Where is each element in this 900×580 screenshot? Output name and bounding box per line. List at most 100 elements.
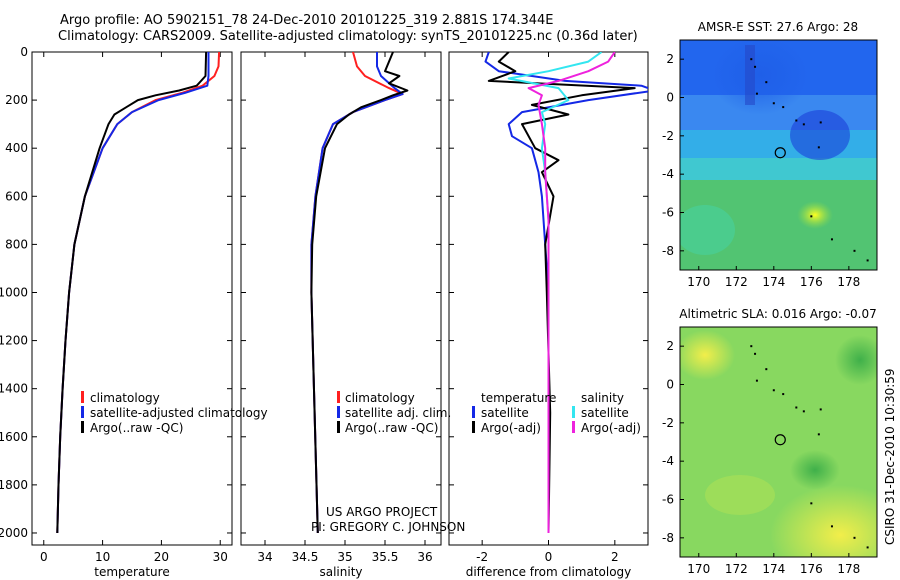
island-dot — [754, 352, 757, 355]
legend-sal-climatology: climatology — [345, 391, 415, 405]
island-dot — [853, 249, 856, 252]
legend-swatch-diff-temp-argo — [472, 421, 475, 433]
x-tick-label: 34.5 — [292, 550, 319, 564]
legend-swatch-diff-sal-sat — [572, 406, 575, 418]
map-x-tick-label: 170 — [687, 562, 710, 576]
island-dot — [817, 433, 820, 436]
map-y-tick-label: 0 — [666, 378, 674, 392]
x-tick-label: 20 — [154, 550, 169, 564]
y-tick-label: 800 — [5, 237, 28, 251]
plot-frame-temperature-profile — [31, 51, 233, 546]
island-dot — [830, 238, 833, 241]
series-line-temperature-argo-adj- — [487, 52, 636, 534]
sst-map-title: AMSR-E SST: 27.6 Argo: 28 — [698, 20, 858, 34]
island-dot — [750, 58, 753, 61]
island-dot — [819, 121, 822, 124]
map-frame-sla-map — [679, 326, 878, 558]
map-frame-sst-map — [679, 39, 878, 271]
legend-swatch-diff-sal-argo — [572, 421, 575, 433]
figure-title-line2: Climatology: CARS2009. Satellite-adjuste… — [58, 29, 638, 44]
x-axis-label: salinity — [319, 565, 362, 579]
y-tick-label: 0 — [20, 45, 28, 59]
map-y-tick-label: -4 — [662, 167, 674, 181]
legend-swatch-sal-satellite — [337, 406, 340, 418]
y-tick-label: 400 — [5, 141, 28, 155]
legend-swatch-climatology — [81, 391, 84, 403]
y-tick-label: 1800 — [0, 478, 28, 492]
sst-map-image — [680, 40, 877, 270]
legend-swatch-sal-climatology — [337, 391, 340, 403]
x-tick-label: 0 — [545, 550, 553, 564]
island-dot — [754, 65, 757, 68]
legend-diff-temp-satellite: satellite — [481, 406, 529, 420]
profile-location-marker — [774, 434, 786, 446]
map-x-tick-label: 174 — [762, 562, 785, 576]
x-tick-label: 35.5 — [372, 550, 399, 564]
map-y-tick-label: -8 — [662, 244, 674, 258]
y-tick-label: 600 — [5, 189, 28, 203]
island-dot — [795, 406, 798, 409]
island-dot — [810, 502, 813, 505]
island-dot — [802, 410, 805, 413]
island-dot — [810, 215, 813, 218]
island-dot — [750, 345, 753, 348]
series-line-climatology — [310, 52, 404, 534]
island-dot — [817, 146, 820, 149]
series-line-satellite-adj-clim- — [310, 52, 404, 534]
map-x-tick-label: 176 — [800, 562, 823, 576]
x-tick-label: 36 — [417, 550, 432, 564]
series-line-satellite-adjusted-climatology — [56, 52, 210, 534]
map-y-tick-label: -4 — [662, 454, 674, 468]
map-x-tick-label: 172 — [725, 275, 748, 289]
series-line-argo-raw-qc- — [56, 52, 208, 534]
legend-satellite-adjusted: satellite-adjusted climatology — [90, 406, 268, 420]
x-tick-label: -2 — [476, 550, 488, 564]
x-axis-label: temperature — [94, 565, 169, 579]
island-dot — [755, 92, 758, 95]
island-dot — [819, 408, 822, 411]
legend-swatch-diff-temp-sat — [472, 406, 475, 418]
island-dot — [772, 102, 775, 105]
series-line-argo-raw-qc- — [310, 52, 409, 534]
legend-argo: Argo(..raw -QC) — [90, 421, 183, 435]
island-dot — [795, 119, 798, 122]
series-group-salinity-profile — [310, 52, 409, 534]
series-line-temperature-satellite — [484, 52, 648, 533]
x-axis-label: difference from climatology — [466, 565, 632, 579]
series-group-temperature-profile — [56, 52, 221, 534]
island-dot — [765, 81, 768, 84]
map-x-tick-label: 178 — [837, 275, 860, 289]
legend-diff-sal-argo: Argo(-adj) — [581, 421, 641, 435]
map-y-tick-label: -2 — [662, 416, 674, 430]
sla-map-image — [680, 327, 877, 557]
map-x-tick-label: 178 — [837, 562, 860, 576]
legend-diff-salinity-title: salinity — [581, 391, 624, 405]
series-line-climatology — [56, 52, 221, 534]
legend-sal-satellite: satellite adj. clim. — [345, 406, 451, 420]
map-y-tick-label: 2 — [666, 52, 674, 66]
legend-diff-temp-argo: Argo(-adj) — [481, 421, 541, 435]
map-x-tick-label: 172 — [725, 562, 748, 576]
island-dot — [866, 546, 869, 549]
map-y-tick-label: 2 — [666, 339, 674, 353]
figure-title-line1: Argo profile: AO 5902151_78 24-Dec-2010 … — [60, 13, 554, 28]
island-dot — [772, 389, 775, 392]
x-tick-label: 35 — [337, 550, 352, 564]
island-dot — [866, 259, 869, 262]
island-dot — [765, 368, 768, 371]
y-tick-label: 1200 — [0, 334, 28, 348]
x-tick-label: 2 — [611, 550, 619, 564]
map-x-tick-label: 176 — [800, 275, 823, 289]
series-line-salinity-argo-adj- — [527, 52, 616, 533]
project-name: US ARGO PROJECT — [326, 505, 438, 519]
map-x-tick-label: 174 — [762, 275, 785, 289]
island-dot — [830, 525, 833, 528]
credit-stamp: CSIRO 31-Dec-2010 10:30:59 — [883, 368, 897, 545]
island-dot — [802, 123, 805, 126]
x-tick-label: 0 — [40, 550, 48, 564]
x-tick-label: 34 — [257, 550, 272, 564]
map-y-tick-label: -2 — [662, 129, 674, 143]
plot-frame-salinity-profile — [240, 51, 442, 546]
map-y-tick-label: -6 — [662, 493, 674, 507]
